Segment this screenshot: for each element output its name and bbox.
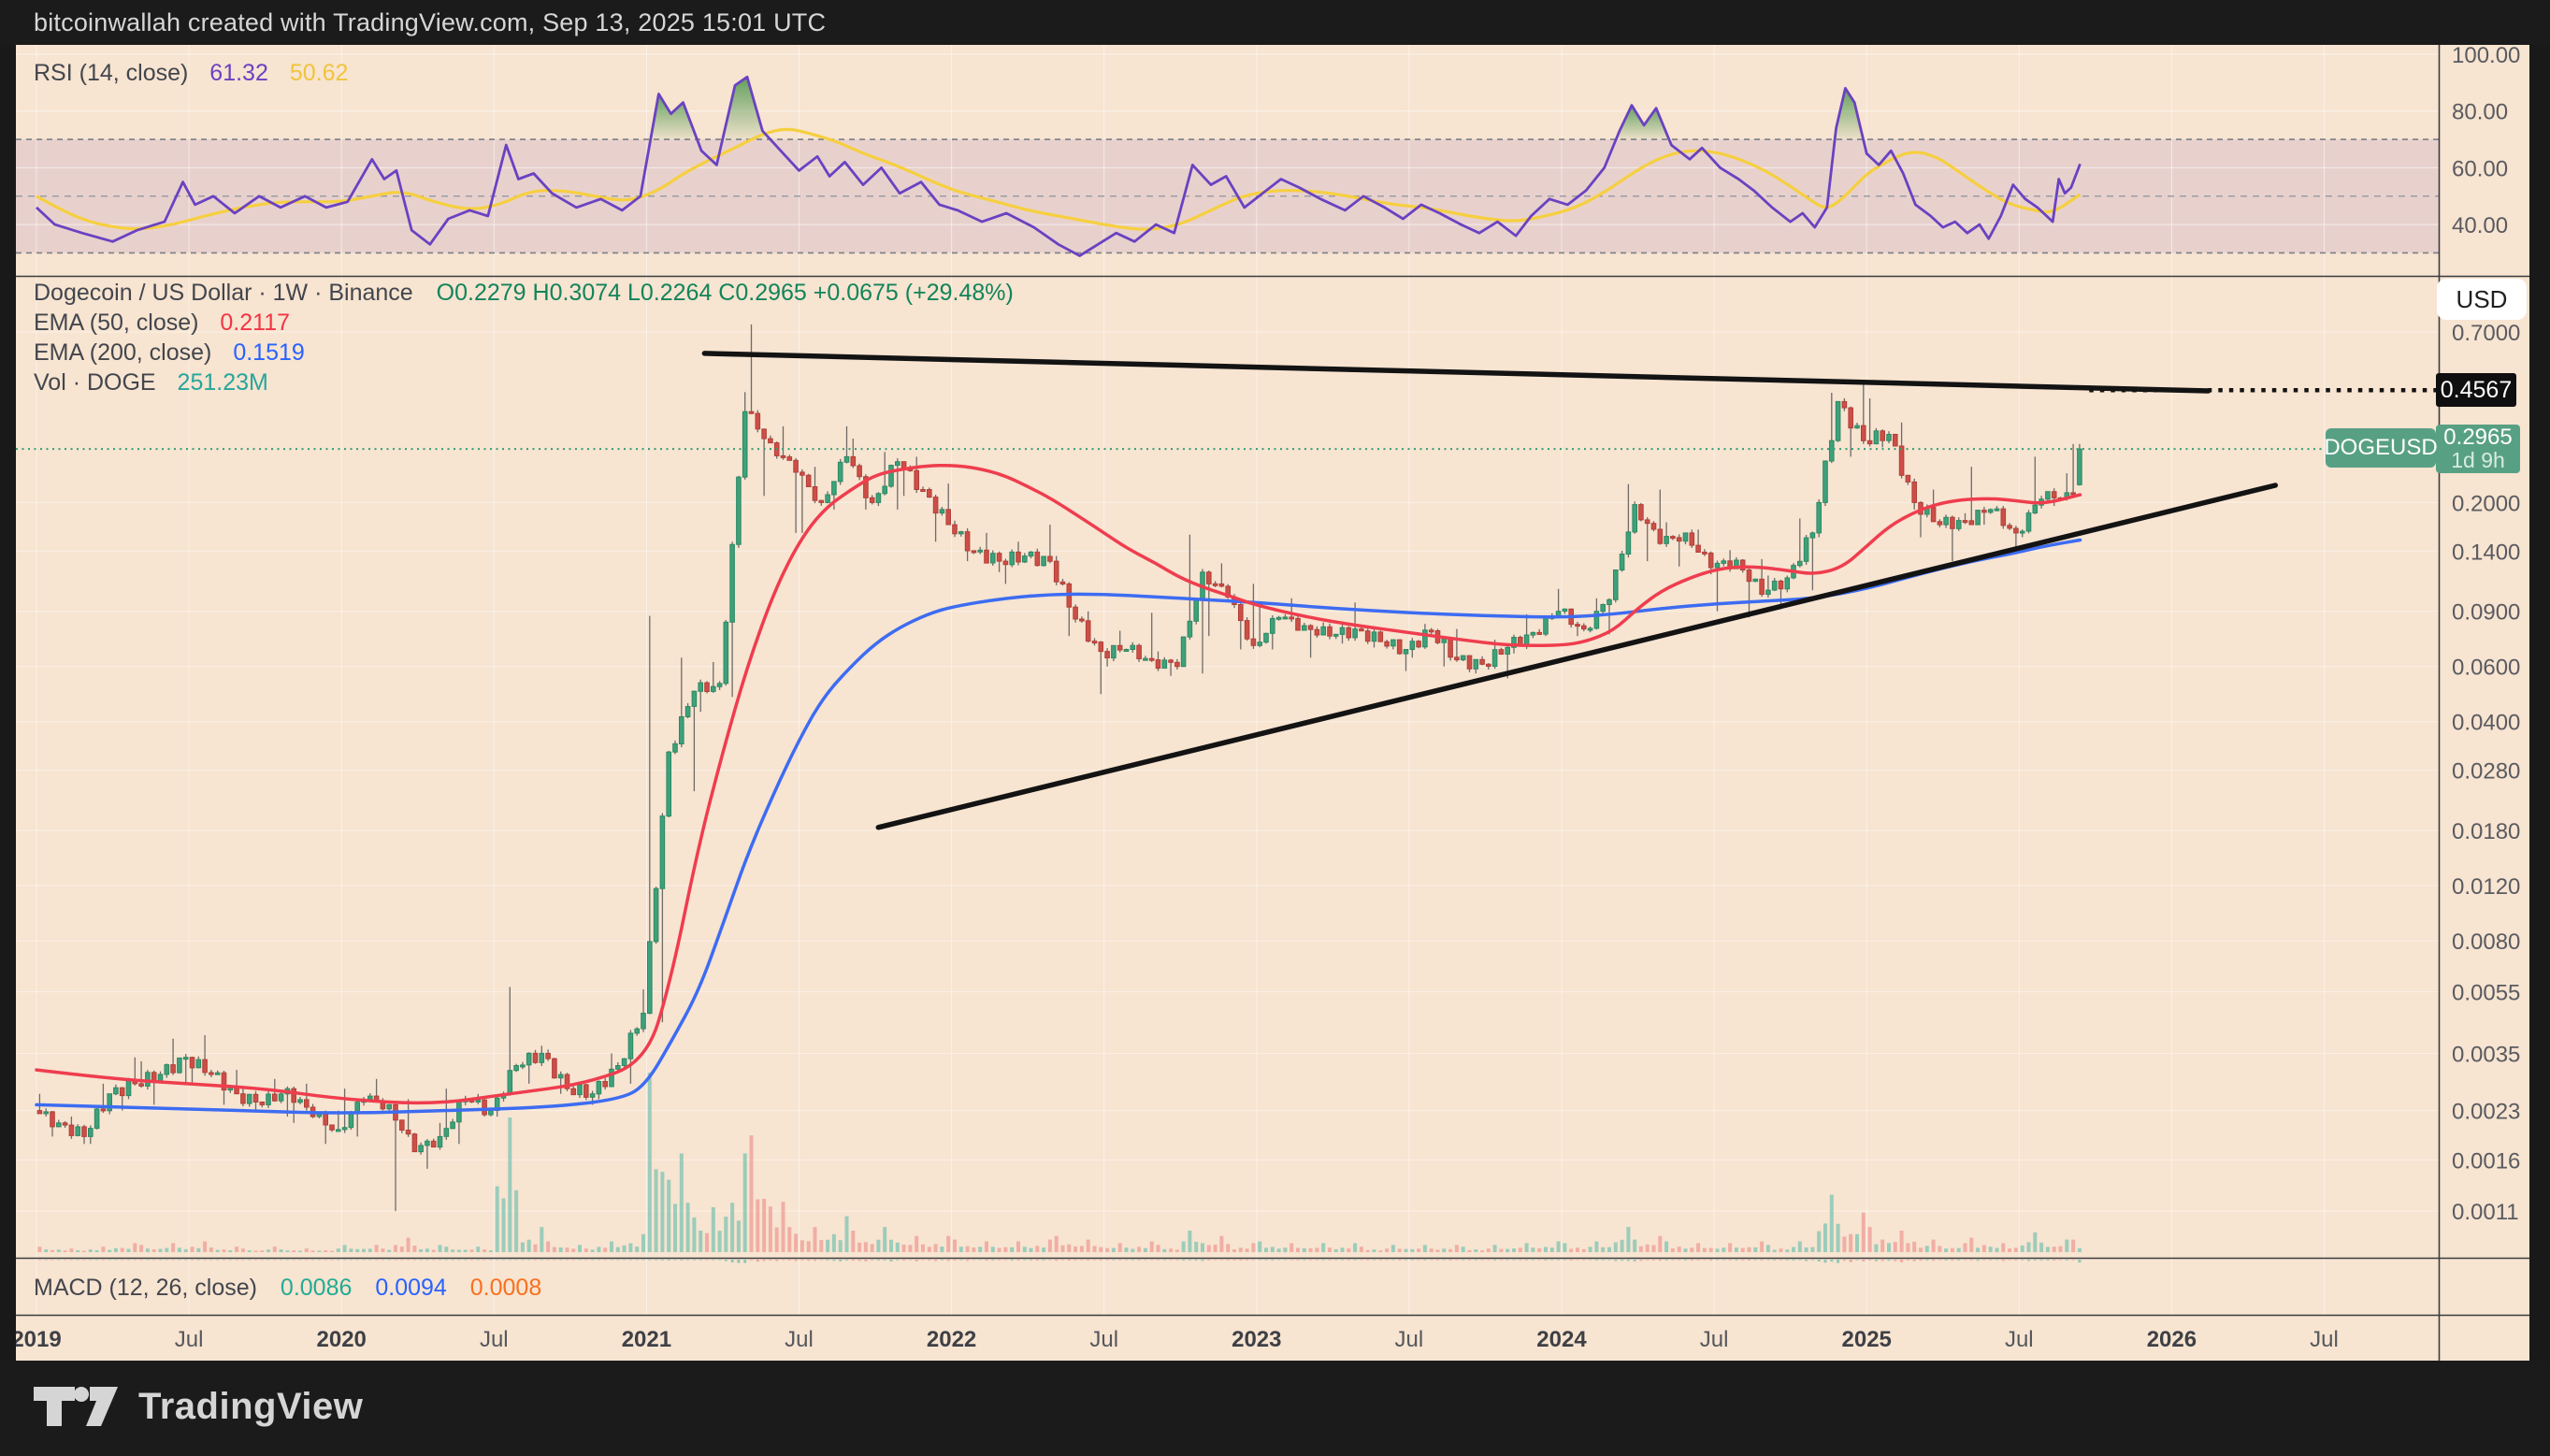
svg-text:2024: 2024 (1536, 1327, 1587, 1352)
volume-legend: Vol · DOGE 251.23M (34, 368, 268, 397)
rsi-ma-value: 50.62 (289, 60, 349, 86)
macd-signal-value: 0.0008 (469, 1275, 542, 1301)
svg-text:0.0023: 0.0023 (2452, 1100, 2520, 1125)
ohlc-values: O0.2279 H0.3074 L0.2264 C0.2965 +0.0675 … (436, 280, 1014, 306)
svg-text:0.0600: 0.0600 (2452, 656, 2520, 681)
time-axis[interactable] (16, 1315, 2439, 1361)
rsi-legend: RSI (14, close) 61.32 50.62 (34, 58, 348, 88)
svg-text:Jul: Jul (2005, 1327, 2034, 1352)
tradingview-logo-mark (34, 1387, 118, 1426)
ema200-line[interactable] (35, 538, 2082, 1115)
target-price-label: 0.4567 (2436, 373, 2516, 407)
rsi-value: 61.32 (209, 60, 268, 86)
tradingview-logo[interactable]: TradingView (0, 1361, 2550, 1428)
ema200-legend: EMA (200, close) 0.1519 (34, 338, 305, 368)
macd-hist-value: 0.0086 (280, 1275, 353, 1301)
ema200-value: 0.1519 (233, 339, 305, 366)
last-price-value: 0.2965 (2443, 425, 2513, 450)
svg-text:0.0055: 0.0055 (2452, 981, 2520, 1006)
tradingview-logo-text: TradingView (138, 1385, 364, 1427)
price-axis[interactable] (2439, 45, 2529, 1315)
footer-bar: TradingView (0, 1361, 2550, 1456)
chart-canvas[interactable]: 100.00 80.00 60.00 40.00 0.7000 0.2000 0.1400 0… (16, 45, 2529, 1361)
volume-label: Vol · DOGE (34, 369, 156, 396)
svg-text:2021: 2021 (622, 1327, 671, 1352)
svg-text:0.7000: 0.7000 (2452, 321, 2520, 346)
bar-countdown: 1d 9h (2451, 448, 2505, 472)
svg-text:2019: 2019 (16, 1327, 62, 1352)
svg-text:0.2000: 0.2000 (2452, 491, 2520, 516)
symbol-legend: Dogecoin / US Dollar · 1W · Binance O0.2… (34, 278, 1014, 308)
rsi-ma-line[interactable] (36, 127, 2082, 231)
trendline-upper[interactable] (701, 351, 2211, 394)
ema50-value: 0.2117 (220, 310, 291, 336)
macd-legend: MACD (12, 26, close) 0.0086 0.0094 0.000… (34, 1273, 541, 1303)
svg-text:2022: 2022 (927, 1327, 976, 1352)
svg-text:0.1400: 0.1400 (2452, 540, 2520, 565)
svg-text:0.0080: 0.0080 (2452, 930, 2520, 955)
ema50-legend: EMA (50, close) 0.2117 (34, 308, 290, 338)
svg-text:Jul: Jul (175, 1327, 204, 1352)
svg-text:Jul: Jul (785, 1327, 814, 1352)
candles-layer (36, 324, 2082, 1211)
attribution-bar: bitcoinwallah created with TradingView.c… (0, 0, 2550, 45)
svg-text:0.0280: 0.0280 (2452, 759, 2520, 785)
ema50-label: EMA (50, close) (34, 310, 199, 336)
attribution-text: bitcoinwallah created with TradingView.c… (34, 7, 827, 36)
macd-legend-title: MACD (12, 26, close) (34, 1275, 257, 1301)
symbol-tag-label: DOGEUSD (2324, 435, 2438, 460)
svg-text:Jul: Jul (1395, 1327, 1424, 1352)
last-price-label: 0.2965 1d 9h (2436, 425, 2520, 473)
volume-bars (37, 1073, 2082, 1252)
rsi-line[interactable] (36, 75, 2082, 257)
currency-label: USD (2456, 284, 2508, 313)
symbol-title: Dogecoin / US Dollar · 1W · Binance (34, 280, 413, 306)
svg-text:0.0900: 0.0900 (2452, 600, 2520, 626)
svg-text:0.0400: 0.0400 (2452, 711, 2520, 736)
svg-text:2025: 2025 (1842, 1327, 1892, 1352)
svg-text:2026: 2026 (2147, 1327, 2197, 1352)
svg-text:Jul: Jul (2310, 1327, 2339, 1352)
svg-text:0.0035: 0.0035 (2452, 1042, 2520, 1067)
svg-text:40.00: 40.00 (2452, 213, 2508, 238)
svg-text:Jul: Jul (1700, 1327, 1729, 1352)
symbol-price-tag: DOGEUSD (2324, 428, 2438, 468)
ema50-line[interactable] (35, 464, 2082, 1105)
ema200-label: EMA (200, close) (34, 339, 212, 366)
rsi-legend-title: RSI (14, close) (34, 60, 189, 86)
target-price-value: 0.4567 (2440, 376, 2513, 403)
svg-text:80.00: 80.00 (2452, 100, 2508, 125)
time-axis-labels: 2019 Jul 2020 Jul 2021 Jul 2022 Jul 2023 Jul 2024 J… (16, 1327, 2339, 1352)
volume-value: 251.23M (177, 369, 268, 396)
macd-histogram (37, 1260, 2082, 1263)
svg-text:2023: 2023 (1232, 1327, 1281, 1352)
svg-text:Jul: Jul (1089, 1327, 1118, 1352)
svg-text:Jul: Jul (480, 1327, 509, 1352)
chart-container: 100.00 80.00 60.00 40.00 0.7000 0.2000 0.1400 0… (16, 45, 2529, 1361)
svg-text:60.00: 60.00 (2452, 156, 2508, 181)
macd-value: 0.0094 (375, 1275, 447, 1301)
price-axis-labels: 100.00 80.00 60.00 40.00 0.7000 0.2000 0.1400 0… (2452, 45, 2520, 1225)
svg-text:0.0120: 0.0120 (2452, 874, 2520, 900)
svg-text:100.00: 100.00 (2452, 45, 2520, 68)
svg-text:0.0180: 0.0180 (2452, 819, 2520, 844)
currency-button[interactable]: USD (2437, 279, 2527, 320)
pane-dividers (16, 45, 2529, 1361)
trendline-support[interactable] (875, 483, 2279, 830)
svg-text:2020: 2020 (317, 1327, 367, 1352)
svg-text:0.0011: 0.0011 (2452, 1200, 2519, 1225)
grid-layer (16, 45, 2439, 1315)
svg-text:0.0016: 0.0016 (2452, 1148, 2520, 1174)
